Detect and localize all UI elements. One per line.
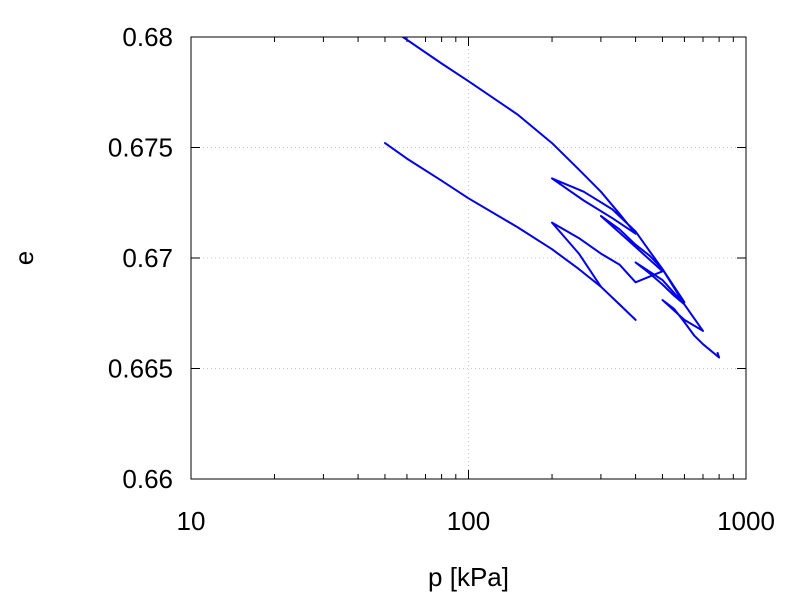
x-tick-label: 1000 — [717, 506, 775, 536]
y-tick-label: 0.67 — [122, 243, 173, 273]
x-tick-label: 10 — [177, 506, 206, 536]
series-line-1 — [384, 142, 721, 359]
y-tick-label: 0.675 — [108, 133, 173, 163]
plot-frame — [190, 36, 747, 480]
series-layer — [384, 37, 721, 359]
x-tick-label: 100 — [447, 506, 490, 536]
y-tick-label: 0.665 — [108, 354, 173, 384]
y-tick-label: 0.68 — [122, 22, 173, 52]
y-axis-title: e — [9, 251, 39, 265]
y-tick-label: 0.66 — [122, 464, 173, 494]
labels-layer: 0.66 0.665 0.67 0.675 0.68 10 100 1000 — [108, 22, 775, 536]
grid-layer — [191, 37, 746, 479]
x-axis-title: p [kPa] — [428, 562, 509, 592]
series-line-2 — [401, 37, 686, 304]
